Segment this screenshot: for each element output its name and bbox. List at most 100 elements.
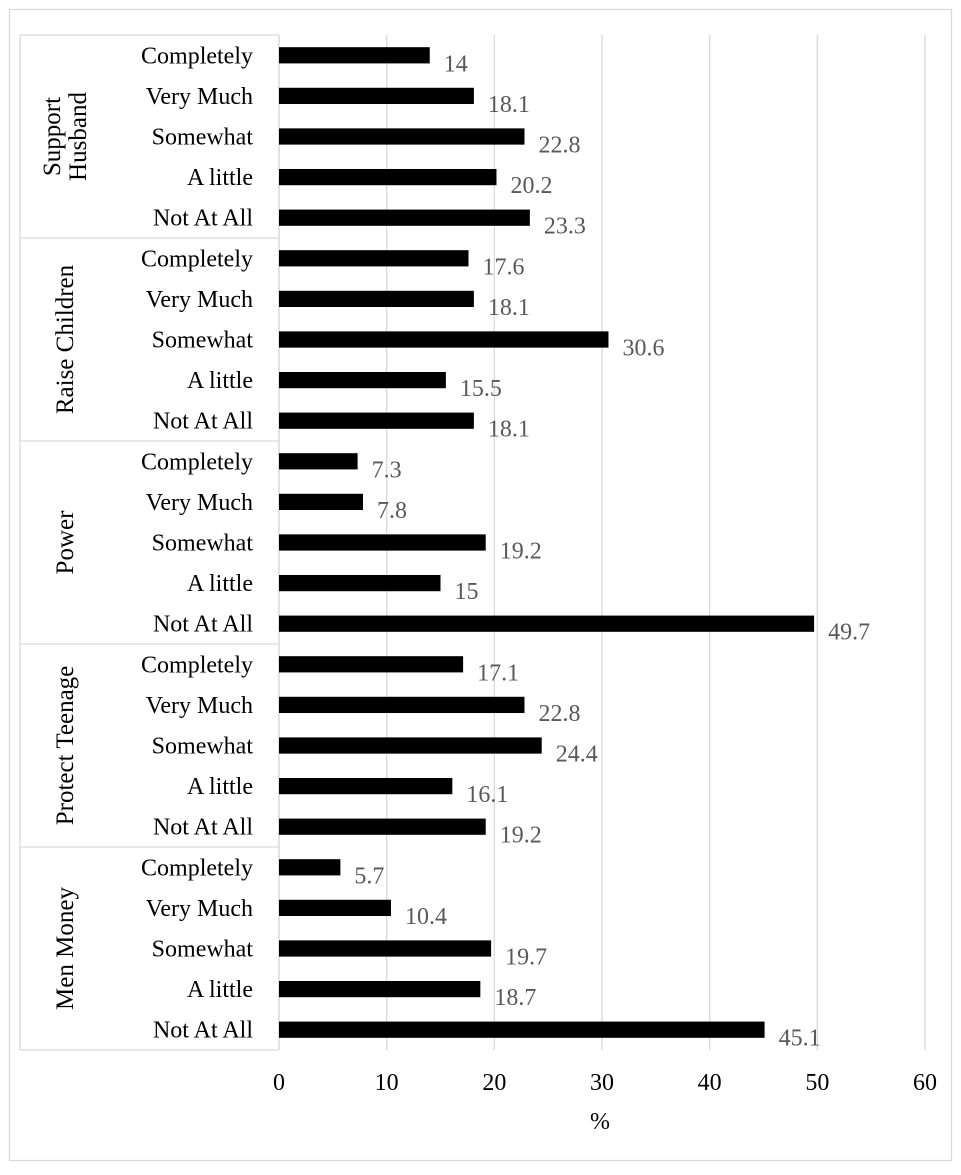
x-tick-label: 50: [805, 1070, 829, 1096]
category-label: A little: [187, 368, 253, 394]
category-label: Completely: [141, 855, 253, 881]
category-label: Somewhat: [152, 328, 254, 354]
bar: [279, 128, 525, 145]
bar: [279, 371, 446, 389]
category-label: Not At All: [153, 1018, 253, 1044]
category-label: A little: [187, 571, 253, 597]
data-label: 19.2: [500, 539, 542, 565]
x-tick-label: 0: [273, 1070, 285, 1096]
category-label: Very Much: [146, 84, 253, 110]
bar: [279, 250, 469, 267]
category-label: Completely: [141, 43, 253, 69]
bar: [279, 87, 474, 105]
data-label: 16.1: [466, 782, 508, 808]
bar: [279, 940, 492, 957]
bar: [279, 47, 430, 64]
data-label: 18.1: [488, 92, 530, 118]
bar: [279, 168, 497, 186]
bar: [279, 737, 542, 754]
bar: [279, 899, 391, 917]
data-label: 14: [444, 51, 468, 77]
bar: [279, 453, 358, 470]
data-label: 17.6: [482, 254, 524, 280]
category-label: Not At All: [153, 815, 253, 841]
data-labels: 14 18.1 22.8 20.2 23.3 17.6 18.1 30.6 15.5 18.1 7.…: [354, 51, 870, 1051]
category-label: Completely: [141, 449, 253, 475]
data-label: 22.8: [538, 701, 580, 727]
data-label: 7.3: [372, 457, 402, 483]
bar: [279, 493, 363, 511]
bars: [279, 47, 815, 1038]
data-label: 19.2: [500, 823, 542, 849]
bar: [279, 331, 609, 348]
data-label: 22.8: [538, 133, 580, 159]
group-label: Protect Teenage: [52, 666, 79, 826]
group-label-line: Power: [52, 510, 79, 575]
category-label: Not At All: [153, 409, 253, 435]
data-label: 23.3: [544, 214, 586, 240]
bar: [279, 209, 530, 226]
category-label: A little: [187, 165, 253, 191]
x-tick-label: 10: [375, 1070, 399, 1096]
data-label: 30.6: [622, 336, 664, 362]
category-label: Somewhat: [152, 531, 254, 557]
category-label: Very Much: [146, 490, 253, 516]
category-label: Somewhat: [152, 734, 254, 760]
bar: [279, 656, 464, 673]
group-label-line: Husband: [65, 92, 92, 181]
x-tick-label: 60: [913, 1070, 937, 1096]
data-label: 7.8: [377, 498, 407, 524]
category-label: A little: [187, 774, 253, 800]
x-tick-label: 20: [482, 1070, 506, 1096]
bar: [279, 696, 525, 714]
data-label: 10.4: [405, 904, 447, 930]
data-label: 18.1: [488, 295, 530, 321]
category-label: Very Much: [146, 693, 253, 719]
bar: [279, 534, 486, 551]
bar: [279, 574, 441, 592]
category-label: Not At All: [153, 206, 253, 232]
bar: [279, 1021, 765, 1038]
group-label: Raise Children: [52, 264, 79, 414]
data-label: 15.5: [460, 376, 502, 402]
data-label: 17.1: [477, 660, 519, 686]
data-label: 24.4: [556, 742, 598, 768]
category-label: Somewhat: [152, 937, 254, 963]
category-label: Somewhat: [152, 125, 254, 151]
data-label: 49.7: [828, 620, 870, 646]
data-label: 45.1: [779, 1026, 821, 1052]
bar: [279, 859, 341, 876]
group-label-line: Protect Teenage: [52, 666, 79, 826]
group-label: Power: [52, 510, 79, 575]
data-label: 20.2: [510, 173, 552, 199]
category-label: A little: [187, 977, 253, 1003]
category-label: Not At All: [153, 612, 253, 638]
bar: [279, 980, 481, 998]
category-labels: Completely Very Much Somewhat A little Not A…: [141, 43, 253, 1043]
group-label-line: Support: [39, 97, 66, 176]
data-label: 18.7: [494, 985, 536, 1011]
x-axis-title: %: [590, 1109, 610, 1135]
data-label: 5.7: [354, 863, 384, 889]
chart-border: [8, 8, 953, 1162]
category-label: Completely: [141, 652, 253, 678]
group-label: Men Money: [52, 887, 79, 1010]
category-label: Very Much: [146, 287, 253, 313]
x-tick-label: 40: [698, 1070, 722, 1096]
group-labels: SupportHusband Raise Children Power Protect…: [39, 92, 92, 1010]
bar: [279, 818, 486, 835]
data-label: 18.1: [488, 417, 530, 443]
group-label: SupportHusband: [39, 92, 92, 181]
data-label: 19.7: [505, 945, 547, 971]
bar: [279, 777, 453, 795]
group-label-line: Raise Children: [52, 264, 79, 414]
x-tick-label: 30: [590, 1070, 614, 1096]
x-axis-ticks: 0 10 20 30 40 50 60: [273, 1070, 937, 1096]
data-label: 15: [455, 579, 479, 605]
bar: [279, 412, 474, 429]
bar: [279, 615, 815, 632]
bar: [279, 290, 474, 308]
category-label: Very Much: [146, 896, 253, 922]
